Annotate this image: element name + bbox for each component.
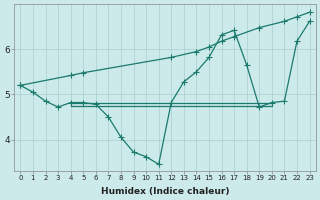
X-axis label: Humidex (Indice chaleur): Humidex (Indice chaleur) xyxy=(101,187,229,196)
